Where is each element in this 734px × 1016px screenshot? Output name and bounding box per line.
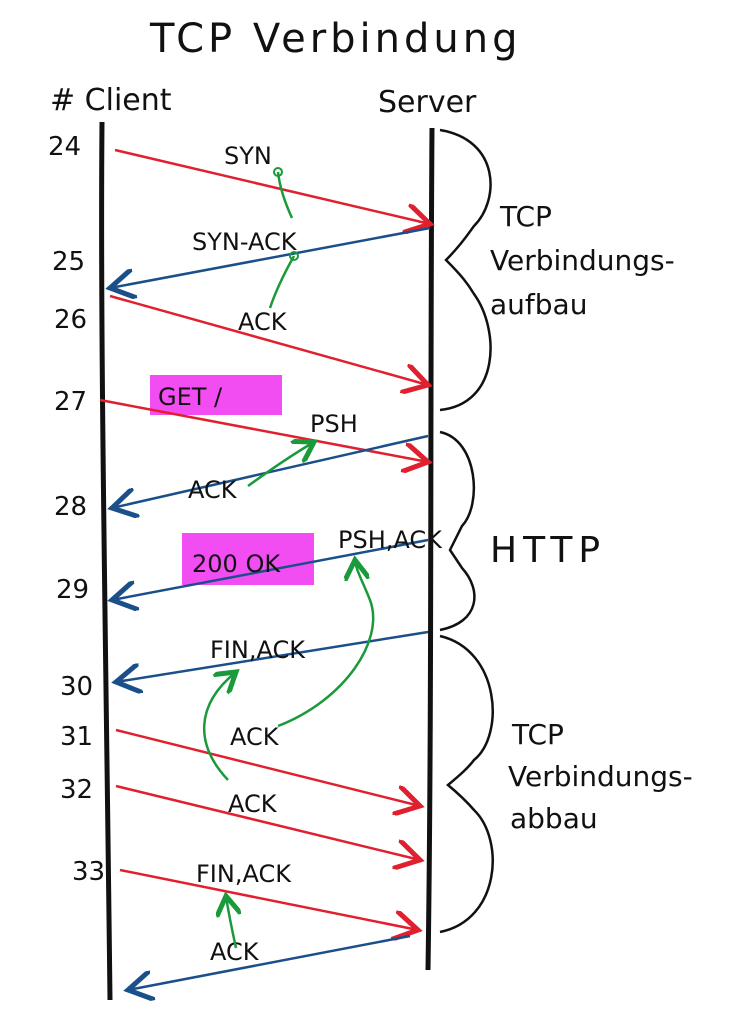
client-ack-arrow <box>115 728 420 806</box>
psh-ack-label: PSH,ACK <box>338 526 443 554</box>
phase-label: aufbau <box>490 288 587 321</box>
packet-number: 24 <box>48 132 81 162</box>
phase-label: TCP <box>511 718 564 751</box>
phase-label: Verbindungs- <box>508 760 693 793</box>
ack-link <box>268 255 296 309</box>
phase-brace <box>439 634 494 934</box>
message-label: SYN <box>224 142 272 170</box>
ack-link-dot <box>273 167 283 177</box>
syn-ack-arrow <box>110 226 431 288</box>
diagram-title: TCP Verbindung <box>149 16 522 62</box>
get-arrow <box>99 398 428 462</box>
client-column-label: # Client <box>50 83 172 118</box>
message-label: ACK <box>238 308 288 336</box>
syn-arrow <box>114 148 430 224</box>
psh-label: PSH <box>310 410 358 438</box>
http-ack-arrow <box>112 434 429 508</box>
ack-link <box>226 896 236 949</box>
message-label: ACK <box>230 723 280 751</box>
phase-label: TCP <box>499 200 552 233</box>
packet-number: 27 <box>54 387 87 417</box>
client-ack-arrow-2 <box>115 784 420 860</box>
ack-link <box>276 171 294 219</box>
client-lifeline <box>99 121 113 1001</box>
final-ack-arrow <box>128 934 411 990</box>
client-fin-ack-arrow <box>119 868 418 930</box>
packet-number: 25 <box>52 247 85 277</box>
server-fin-ack-arrow <box>116 630 429 682</box>
packet-number: 32 <box>60 775 93 805</box>
ack-link <box>203 672 236 781</box>
message-label: FIN,ACK <box>210 636 306 664</box>
ok-arrow <box>112 538 429 600</box>
message-label: ACK <box>228 790 278 818</box>
server-column-label: Server <box>378 85 477 120</box>
message-label: ACK <box>188 476 238 504</box>
packet-number: 33 <box>72 857 105 887</box>
packet-number: 31 <box>60 722 93 752</box>
packet-number: 30 <box>60 672 93 702</box>
message-label: 200 OK <box>192 550 281 578</box>
phase-label: abbau <box>510 802 598 835</box>
packet-number: 29 <box>56 575 89 605</box>
phase-brace <box>439 430 476 632</box>
packet-number: 26 <box>54 305 87 335</box>
ack-link-dot <box>289 251 299 261</box>
message-label: SYN-ACK <box>192 228 298 256</box>
ack-arrow <box>109 294 428 385</box>
message-label: FIN,ACK <box>196 860 292 888</box>
get-request-highlight <box>150 375 282 415</box>
server-lifeline <box>425 127 435 971</box>
ok-response-highlight <box>182 533 314 585</box>
phase-label: Verbindungs- <box>490 244 675 277</box>
phase-brace <box>439 128 492 412</box>
phase-label: HTTP <box>490 530 606 571</box>
ack-link <box>247 442 314 488</box>
packet-number: 28 <box>54 492 87 522</box>
message-label: GET / <box>158 383 223 411</box>
ack-link <box>277 560 375 728</box>
